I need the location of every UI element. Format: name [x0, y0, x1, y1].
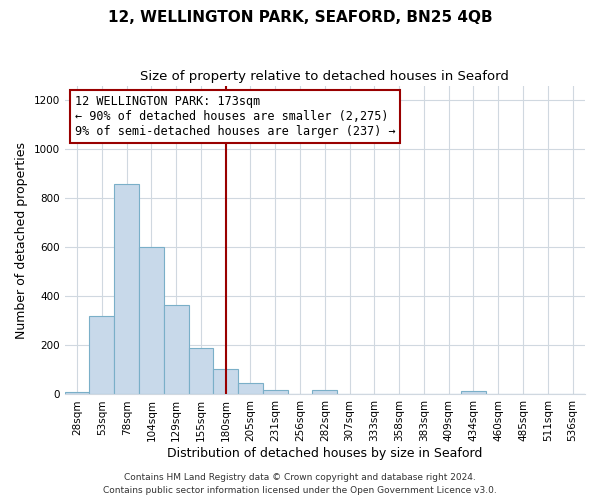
X-axis label: Distribution of detached houses by size in Seaford: Distribution of detached houses by size …: [167, 447, 482, 460]
Title: Size of property relative to detached houses in Seaford: Size of property relative to detached ho…: [140, 70, 509, 83]
Y-axis label: Number of detached properties: Number of detached properties: [15, 142, 28, 338]
Text: 12, WELLINGTON PARK, SEAFORD, BN25 4QB: 12, WELLINGTON PARK, SEAFORD, BN25 4QB: [107, 10, 493, 25]
Bar: [65, 392, 89, 394]
Text: 12 WELLINGTON PARK: 173sqm
← 90% of detached houses are smaller (2,275)
9% of se: 12 WELLINGTON PARK: 173sqm ← 90% of deta…: [75, 95, 395, 138]
Bar: [313, 390, 337, 394]
Text: Contains HM Land Registry data © Crown copyright and database right 2024.
Contai: Contains HM Land Registry data © Crown c…: [103, 474, 497, 495]
Bar: [89, 316, 114, 394]
Bar: [238, 382, 263, 394]
Bar: [461, 391, 486, 394]
Bar: [139, 248, 164, 394]
Bar: [263, 390, 287, 394]
Bar: [164, 305, 188, 394]
Bar: [214, 368, 238, 394]
Bar: [114, 184, 139, 394]
Bar: [188, 348, 214, 395]
